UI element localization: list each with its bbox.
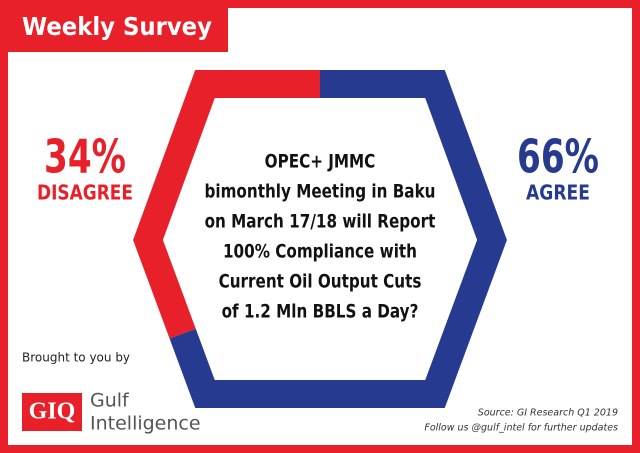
source: Source: GI Research Q1 2019 <box>478 408 618 419</box>
logo-line1: Gulf <box>90 390 130 412</box>
question-line: Current Oil Output Cuts <box>219 271 422 293</box>
category-label: AGREE <box>526 181 590 205</box>
labels: 34%DISAGREE 66%AGREE <box>37 130 599 205</box>
question-line: 100% Compliance with <box>223 241 417 263</box>
logo-line2: Intelligence <box>90 413 201 435</box>
ring-segment <box>133 70 320 339</box>
follow: Follow us @gulf_intel for further update… <box>424 423 618 434</box>
question-line: on March 17/18 will Report <box>205 211 436 233</box>
header-title: Weekly Survey <box>22 12 212 41</box>
question-line: OPEC+ JMMC <box>265 151 376 173</box>
logo-mark: GIQ <box>29 399 76 425</box>
sponsor-intro: Brought to you by <box>22 351 130 365</box>
logo-box <box>22 393 82 431</box>
question: OPEC+ JMMC bimonthly Meeting in Baku on Ma… <box>205 151 436 323</box>
value-label: 34% <box>44 130 126 184</box>
question-line: of 1.2 Mln BBLS a Day? <box>222 301 419 323</box>
header-banner <box>0 0 228 52</box>
question-line: bimonthly Meeting in Baku <box>205 181 436 203</box>
category-label: DISAGREE <box>37 181 133 205</box>
ring <box>133 70 507 408</box>
ring-segment <box>169 70 507 408</box>
value-label: 66% <box>517 130 599 184</box>
